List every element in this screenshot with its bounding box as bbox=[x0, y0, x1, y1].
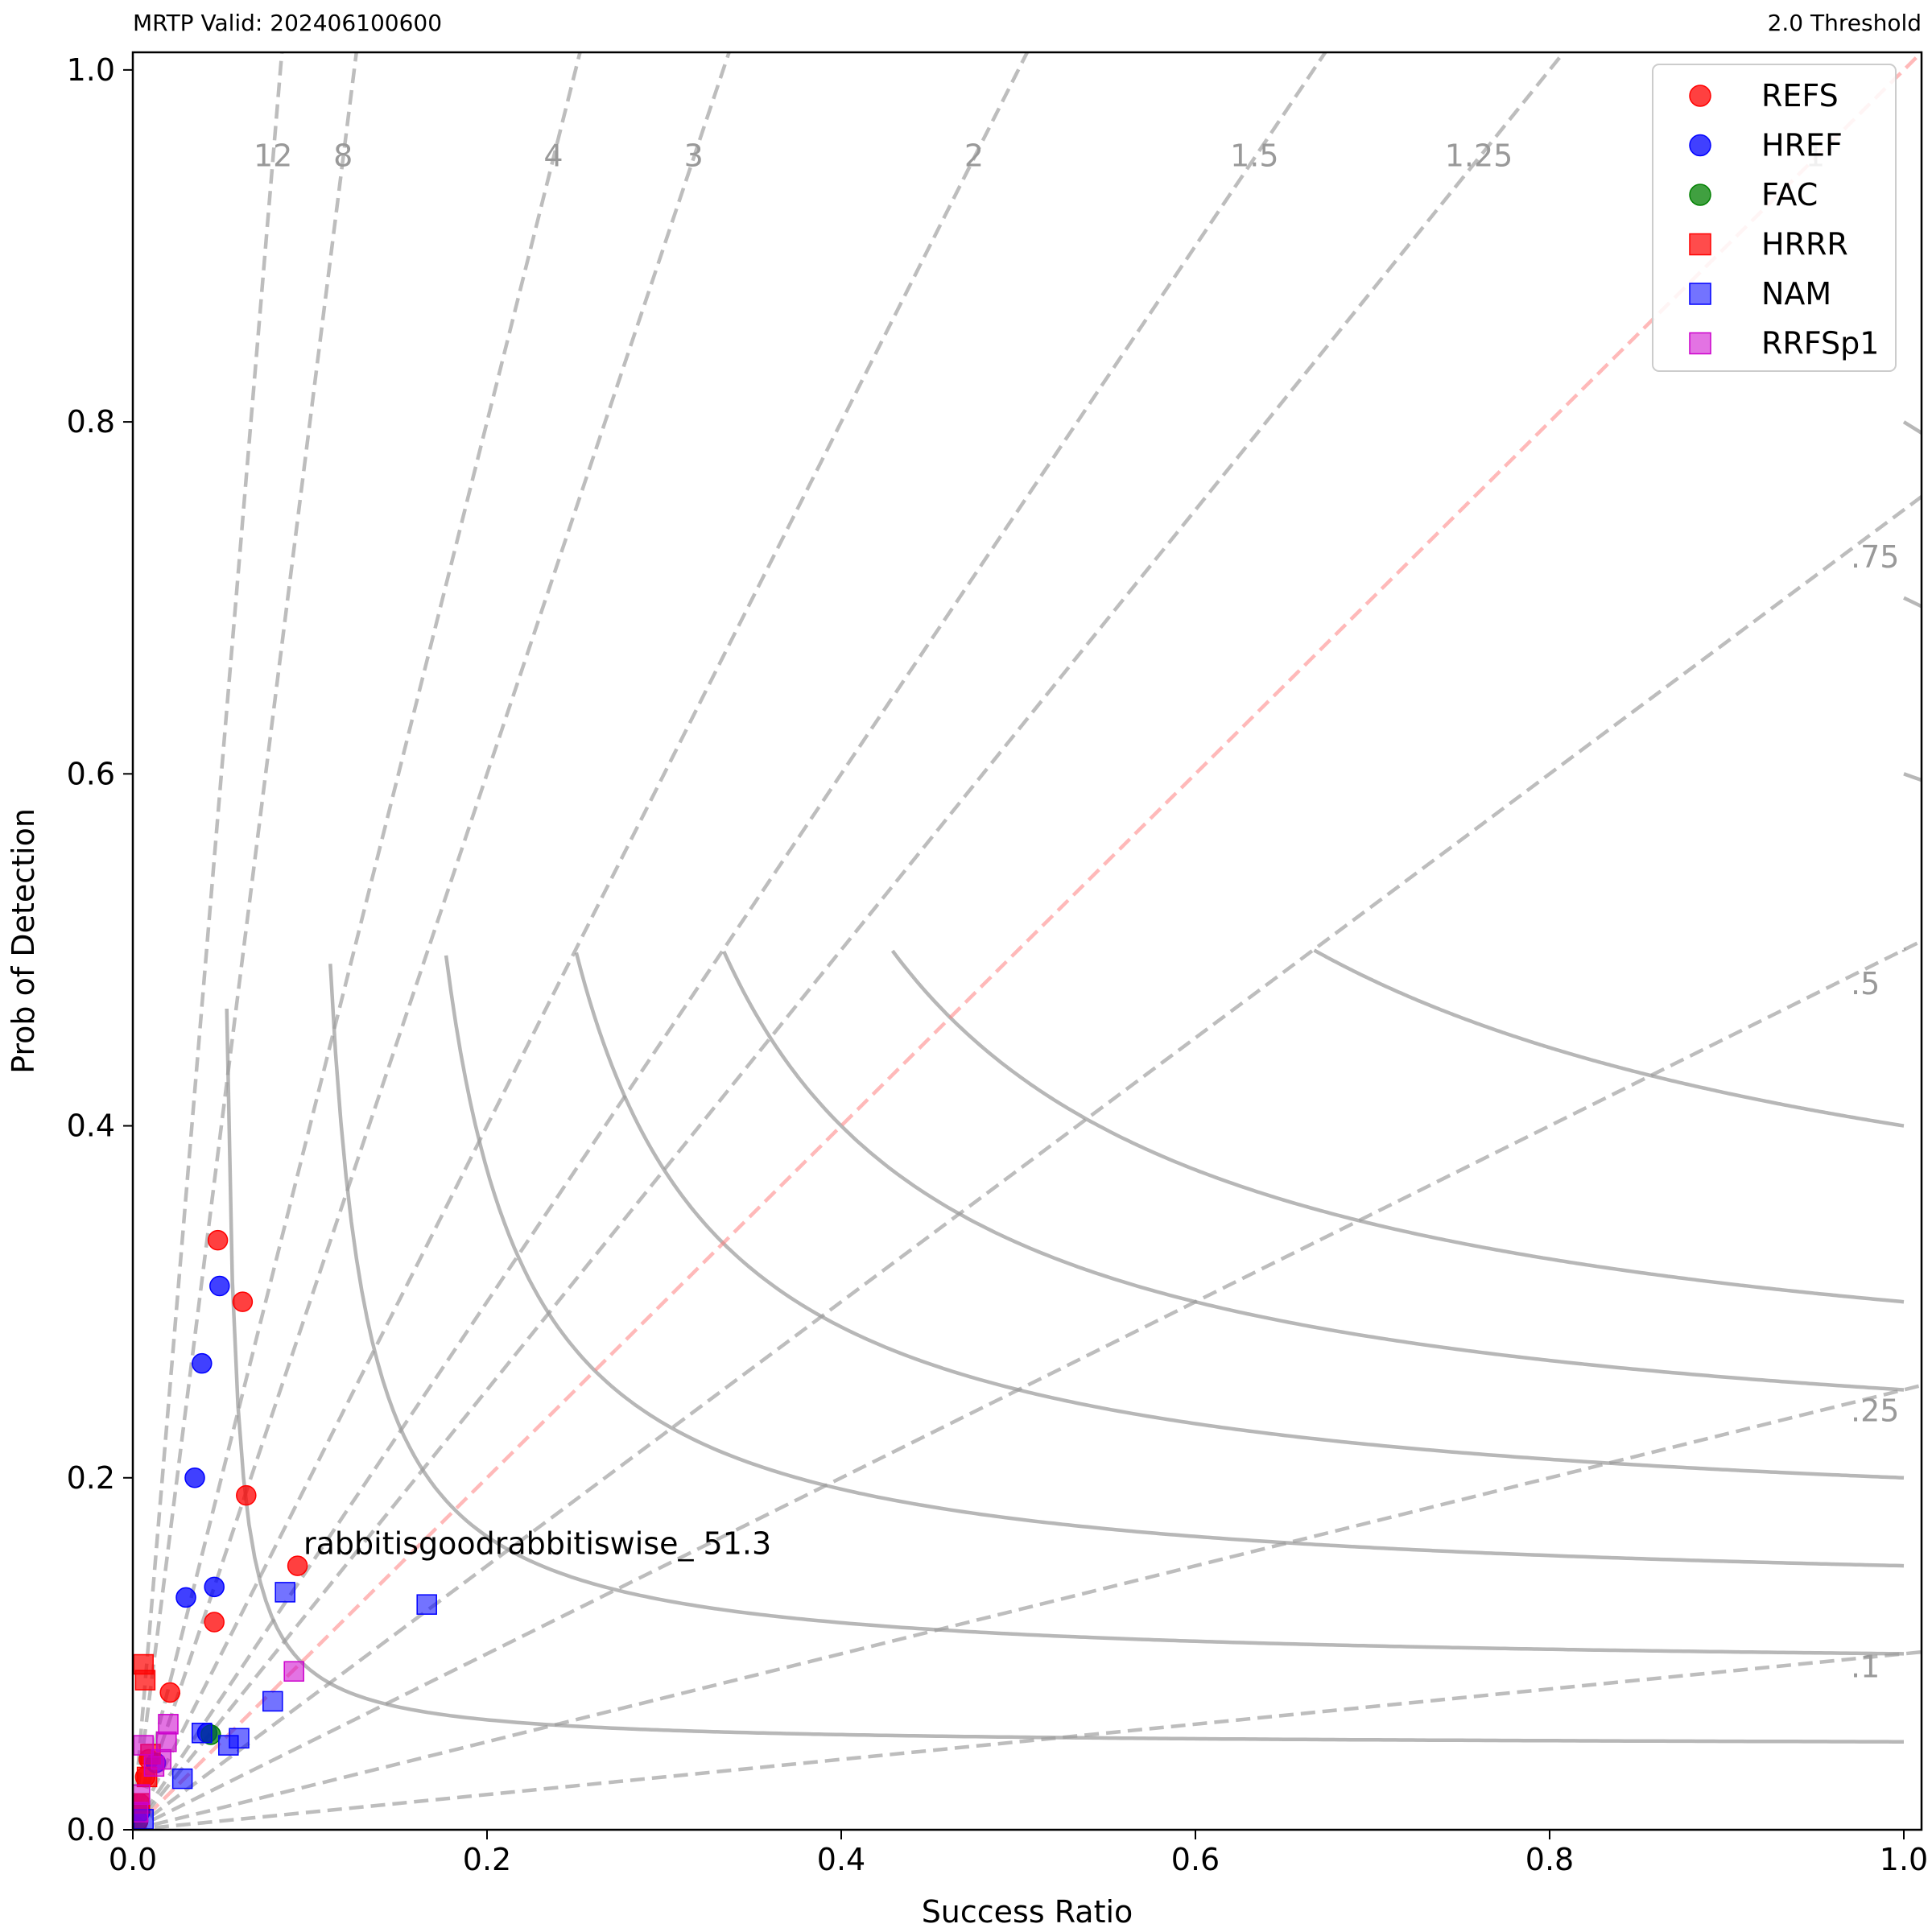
bias-line bbox=[133, 52, 1030, 1830]
data-point bbox=[175, 1587, 196, 1608]
csi-contours bbox=[225, 420, 1922, 1744]
legend-marker bbox=[1689, 134, 1711, 157]
x-tick-label: 0.0 bbox=[109, 1842, 157, 1877]
bias-label: .1 bbox=[1851, 1649, 1880, 1684]
legend-label: FAC bbox=[1761, 177, 1818, 213]
bias-label: 1.25 bbox=[1445, 138, 1513, 174]
data-point bbox=[204, 1612, 225, 1633]
data-point bbox=[275, 1582, 295, 1603]
data-point bbox=[209, 1275, 230, 1297]
legend-marker bbox=[1689, 184, 1711, 206]
csi-contour bbox=[328, 964, 1905, 1656]
y-axis-label: Prob of Detection bbox=[6, 808, 41, 1074]
legend-marker bbox=[1689, 233, 1711, 256]
data-points bbox=[133, 1229, 437, 1830]
data-point bbox=[287, 1555, 308, 1576]
x-tick-label: 1.0 bbox=[1880, 1842, 1928, 1877]
bias-label: .75 bbox=[1851, 539, 1899, 575]
data-point bbox=[262, 1690, 283, 1712]
data-point bbox=[171, 1768, 193, 1790]
bias-line bbox=[133, 1649, 1922, 1830]
y-tick-label: 1.0 bbox=[67, 52, 115, 88]
data-point bbox=[184, 1468, 205, 1488]
legend-label: HREF bbox=[1761, 128, 1843, 163]
bias-label: 1.5 bbox=[1230, 138, 1278, 174]
axis-ticks: 0.0 0.2 0.4 0.6 0.8 1.0 0.0 0.2 0.4 0.6 0.8 1.0 bbox=[67, 52, 1929, 1877]
data-point bbox=[236, 1484, 257, 1506]
bias-line bbox=[133, 494, 1922, 1830]
data-point bbox=[207, 1229, 229, 1251]
x-tick-label: 0.2 bbox=[463, 1842, 511, 1877]
y-tick-label: 0.8 bbox=[67, 404, 115, 440]
bias-label: 4 bbox=[543, 138, 563, 174]
legend-label: REFS bbox=[1761, 78, 1839, 114]
data-point bbox=[232, 1291, 254, 1312]
csi-contour bbox=[890, 949, 1905, 1304]
y-tick-label: 0.4 bbox=[67, 1108, 115, 1144]
csi-contour bbox=[225, 1008, 1904, 1744]
y-tick-label: 0.6 bbox=[67, 756, 115, 791]
bias-label: 12 bbox=[254, 138, 292, 174]
bias-line bbox=[133, 939, 1922, 1830]
bias-line bbox=[133, 52, 732, 1830]
legend-label: NAM bbox=[1761, 276, 1831, 312]
bias-line bbox=[133, 1383, 1922, 1830]
legend-marker bbox=[1689, 332, 1711, 355]
y-tick-label: 0.2 bbox=[67, 1460, 115, 1496]
data-point bbox=[133, 1802, 149, 1823]
bias-line bbox=[133, 52, 1328, 1830]
legend-label: HRRR bbox=[1761, 227, 1848, 262]
y-tick-label: 0.0 bbox=[67, 1812, 115, 1847]
csi-contour bbox=[444, 955, 1905, 1568]
data-point bbox=[156, 1731, 177, 1752]
data-point bbox=[283, 1661, 304, 1682]
data-point bbox=[133, 1735, 154, 1756]
x-tick-label: 0.8 bbox=[1525, 1842, 1574, 1877]
data-point bbox=[159, 1682, 180, 1703]
bias-label: .5 bbox=[1851, 966, 1880, 1001]
bias-label: 8 bbox=[333, 138, 353, 174]
data-point bbox=[192, 1723, 213, 1744]
x-tick-label: 0.4 bbox=[817, 1842, 865, 1877]
x-axis-label: Success Ratio bbox=[922, 1894, 1133, 1930]
legend-marker bbox=[1689, 85, 1711, 107]
title-left: MRTP Valid: 202406100600 bbox=[133, 10, 442, 36]
title-right: 2.0 Threshold bbox=[1768, 10, 1922, 36]
point-annotation: rabbitisgoodrabbitiswise_ 51.3 bbox=[303, 1526, 771, 1562]
data-point bbox=[416, 1594, 437, 1615]
data-point bbox=[143, 1756, 165, 1777]
csi-contour bbox=[574, 952, 1905, 1480]
legend-label: RRFSp1 bbox=[1761, 326, 1879, 361]
bias-label: 2 bbox=[964, 138, 984, 174]
csi-contour bbox=[722, 950, 1905, 1392]
csi-contour bbox=[1313, 948, 1905, 1128]
legend-marker bbox=[1689, 283, 1711, 305]
legend: REFS HREF FAC HRRR NAM RRFSp1 bbox=[1652, 64, 1897, 372]
data-point bbox=[158, 1714, 179, 1735]
plot-frame bbox=[131, 51, 1923, 1831]
bias-label: .25 bbox=[1851, 1393, 1899, 1428]
bias-label: 3 bbox=[684, 138, 704, 174]
x-tick-label: 0.6 bbox=[1171, 1842, 1220, 1877]
data-point bbox=[204, 1576, 225, 1598]
data-point bbox=[218, 1735, 239, 1756]
data-point bbox=[192, 1352, 213, 1374]
data-point bbox=[134, 1670, 156, 1690]
legend-box bbox=[1652, 64, 1897, 372]
csi-contour bbox=[1903, 772, 1922, 782]
